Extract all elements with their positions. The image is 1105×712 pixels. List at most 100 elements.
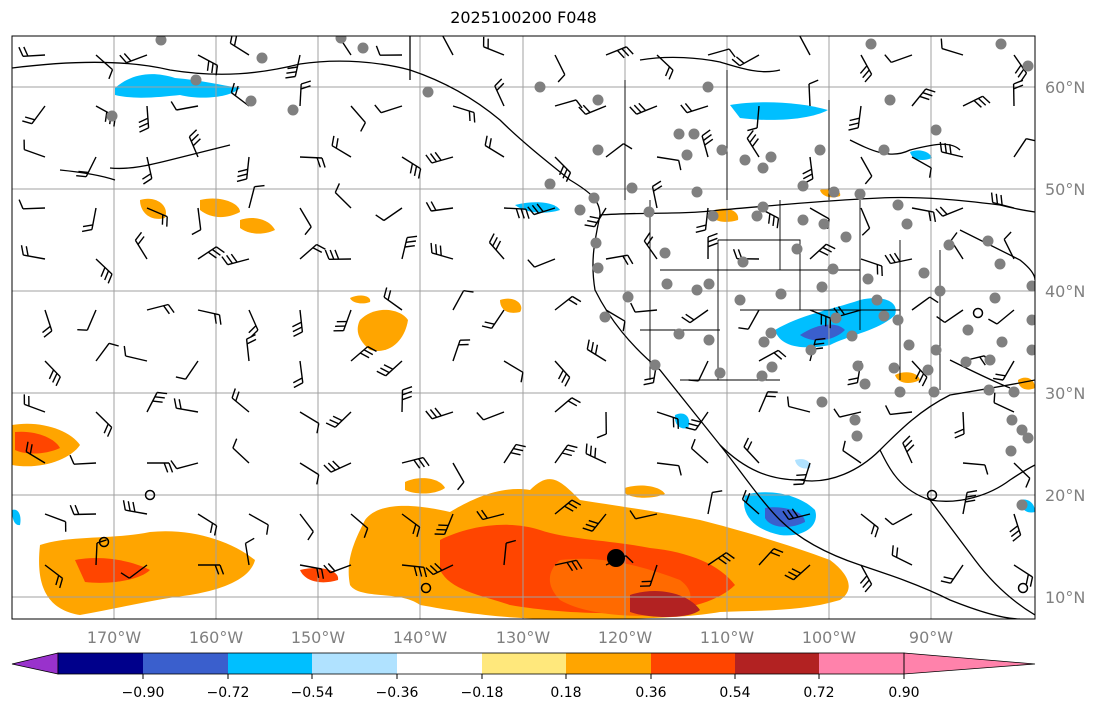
wind-barb-feather <box>494 78 503 87</box>
wind-barb-feather <box>321 157 326 168</box>
wind-barb-feather <box>925 88 936 93</box>
wind-barb <box>452 290 465 311</box>
wind-barb <box>585 452 607 464</box>
wind-barb-feather <box>568 298 578 306</box>
wind-barb <box>651 186 658 209</box>
wind-barb-feather <box>515 208 520 219</box>
wind-barb <box>31 105 46 125</box>
wind-barb-feather <box>993 392 996 403</box>
wind-barb <box>22 207 46 210</box>
wind-barb-feather <box>374 104 382 114</box>
colorbar-segment <box>228 653 312 674</box>
station-dot <box>422 86 434 98</box>
wind-barb <box>860 54 873 75</box>
wind-barb <box>701 135 709 158</box>
wind-barb-feather <box>589 445 592 456</box>
wind-barb <box>442 36 454 56</box>
wind-barb-feather <box>213 525 218 536</box>
wind-barb-feather <box>864 73 873 83</box>
wind-barb-feather <box>307 531 314 541</box>
wind-barb-feather <box>772 215 775 226</box>
wind-barb <box>758 349 779 362</box>
wind-barb <box>689 309 709 324</box>
wind-barb <box>299 360 304 383</box>
wind-barb <box>248 186 256 209</box>
wind-barb-feather <box>320 568 325 579</box>
wind-barb-feather <box>327 462 336 471</box>
wind-barb-feather <box>492 236 498 247</box>
wind-barb-feather <box>627 254 634 265</box>
wind-barb-feather <box>745 493 751 503</box>
wind-barb-feather <box>822 246 832 253</box>
wind-barb-feather <box>429 153 438 163</box>
wind-barb-feather <box>25 441 29 452</box>
wind-barb-feather <box>652 180 662 188</box>
negative-anomaly-areas <box>12 74 1035 536</box>
wind-barb-feather <box>335 138 339 149</box>
wind-barb <box>483 411 505 421</box>
station-dot <box>930 124 942 136</box>
wind-barb-feather <box>300 85 311 90</box>
wind-barb-feather <box>43 330 53 338</box>
station-dot <box>1016 424 1028 436</box>
wind-barb-feather <box>383 287 388 298</box>
wind-barb-feather <box>1026 138 1035 142</box>
wind-barb <box>1013 564 1033 578</box>
wind-barb-feather <box>488 138 492 149</box>
wind-barb <box>197 246 217 260</box>
wind-barb-feather <box>616 49 625 59</box>
wind-barb-feather <box>630 302 636 313</box>
wind-barb-feather <box>922 92 933 97</box>
station-dot <box>984 354 996 366</box>
station-dot <box>1026 280 1035 292</box>
wind-barb-feather <box>120 572 130 579</box>
wind-barb-feather <box>1009 525 1019 533</box>
wind-barb <box>911 296 931 311</box>
wind-barb <box>758 391 769 413</box>
wind-barb-feather <box>170 101 177 111</box>
station-dot <box>734 294 746 306</box>
wind-barb-feather <box>668 69 674 80</box>
wind-barb <box>95 411 113 428</box>
wind-barb <box>146 392 158 413</box>
wind-barb-feather <box>646 236 654 246</box>
wind-barb <box>636 105 658 115</box>
wind-barb-feather <box>721 554 731 562</box>
wind-barb <box>891 554 913 566</box>
wind-barb <box>799 36 811 56</box>
wind-barb-feather <box>484 135 488 146</box>
wind-barb-feather <box>513 447 524 452</box>
wind-barb-feather <box>170 460 178 470</box>
wind-barb-feather <box>231 388 236 399</box>
wind-barb-feather <box>1013 79 1024 85</box>
wind-barb-feather <box>463 290 474 293</box>
wind-barb <box>993 402 1015 413</box>
wind-barb <box>125 355 148 362</box>
wind-barb-feather <box>562 168 568 179</box>
wind-barb <box>503 444 517 464</box>
wind-barb-feather <box>360 122 367 132</box>
wind-barb-feather <box>773 352 783 360</box>
wind-barb-feather <box>100 267 106 277</box>
wind-barb-feather <box>977 97 987 106</box>
lon-label: 170°W <box>87 628 142 647</box>
wind-barb <box>756 105 760 128</box>
station-dot <box>892 314 904 326</box>
wind-barb-feather <box>338 36 341 38</box>
wind-barb-feather <box>496 82 505 91</box>
station-dot <box>335 36 347 44</box>
wind-barb-feather <box>137 236 145 245</box>
wind-barb-feather <box>367 345 377 353</box>
wind-barb <box>232 447 250 464</box>
wind-barb-feather <box>587 220 598 224</box>
wind-barb <box>839 411 862 418</box>
wind-barb-feather <box>383 364 394 370</box>
wind-barb <box>452 462 465 483</box>
wind-barb <box>24 403 46 413</box>
station-dot <box>1022 432 1034 444</box>
wind-barb <box>231 397 250 413</box>
wind-barb <box>1003 238 1015 260</box>
wind-barb-feather <box>837 306 846 316</box>
wind-barb-feather <box>316 243 326 250</box>
wind-barb-feather <box>211 63 214 74</box>
